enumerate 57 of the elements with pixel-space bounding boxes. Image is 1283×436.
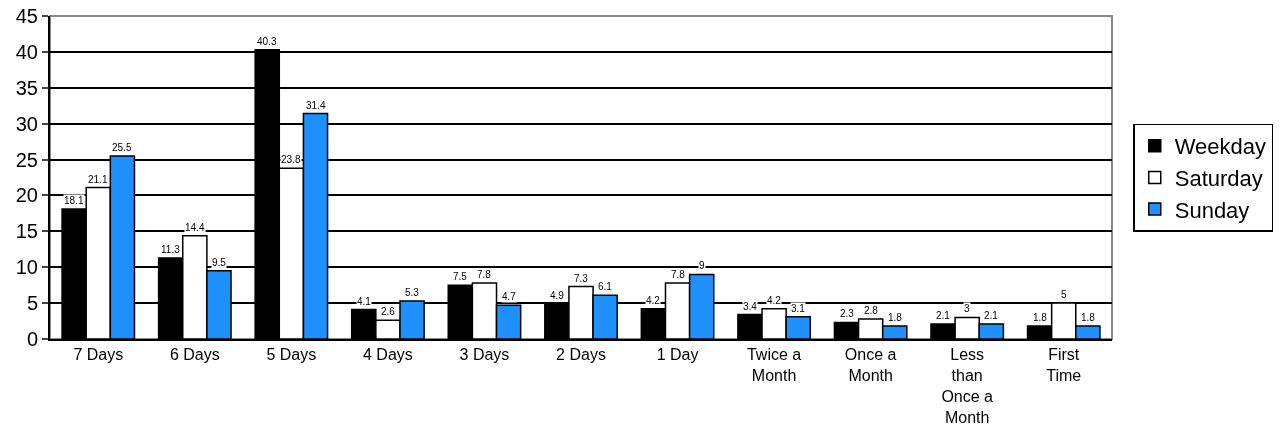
data-label: 3.4	[743, 301, 758, 312]
y-tick-label: 45	[15, 5, 38, 27]
y-tick-label: 10	[15, 256, 38, 279]
data-label: 23.8	[281, 154, 301, 165]
data-label: 4.9	[550, 290, 565, 301]
data-label: 2.1	[936, 310, 951, 321]
y-tick-label: 20	[15, 184, 38, 207]
legend-label: Saturday	[1174, 165, 1263, 191]
x-tick-label: 6 Days	[169, 346, 220, 364]
x-tick-label: 7 Days	[73, 346, 124, 364]
y-tick-label: 5	[26, 292, 38, 315]
y-tick-label: 35	[15, 76, 38, 99]
x-tick-label: 1 Day	[656, 346, 699, 364]
x-tick-label: First Time	[1046, 346, 1082, 384]
data-label: 31.4	[306, 100, 326, 111]
data-label: 7.8	[671, 269, 686, 280]
data-label: 6.1	[598, 281, 613, 292]
data-label: 2.6	[381, 306, 396, 317]
data-label: 1.8	[888, 312, 903, 323]
x-tick-label: 5 Days	[266, 346, 317, 364]
data-label: 9.5	[212, 257, 227, 268]
data-label: 7.5	[453, 271, 468, 282]
data-label: 4.2	[767, 295, 782, 306]
data-label: 18.1	[64, 195, 84, 206]
legend-label: Sunday	[1174, 197, 1250, 223]
x-tick-label: 3 Days	[459, 346, 510, 364]
y-tick-label: 40	[15, 40, 38, 63]
x-tick-label: 4 Days	[363, 346, 413, 364]
legend-label: Weekday	[1174, 134, 1267, 160]
data-label: 14.4	[185, 222, 205, 233]
x-tick-label: Twice a Month	[746, 346, 802, 384]
x-tick-label: Less than Once a Month	[941, 346, 994, 426]
data-label: 2.3	[840, 308, 855, 319]
data-label: 3.1	[791, 303, 806, 314]
data-label: 5	[1061, 289, 1067, 300]
data-label: 25.5	[112, 142, 132, 153]
data-label: 11.3	[161, 244, 181, 255]
data-label: 4.1	[357, 296, 372, 307]
data-label: 3	[964, 303, 970, 314]
x-tick-label: Once a Month	[844, 346, 897, 384]
data-label: 40.3	[257, 36, 277, 47]
data-label: 5.3	[405, 287, 420, 298]
y-tick-label: 15	[15, 220, 38, 243]
y-tick-label: 0	[26, 328, 38, 350]
y-tick-label: 30	[15, 112, 38, 135]
data-label: 7.3	[574, 273, 589, 284]
data-label: 2.1	[984, 310, 999, 321]
data-label: 9	[699, 260, 705, 271]
data-label: 1.8	[1081, 312, 1096, 323]
data-label: 7.8	[477, 269, 492, 280]
y-tick-label: 25	[15, 148, 38, 171]
data-label: 1.8	[1033, 312, 1048, 323]
data-label: 4.2	[646, 295, 661, 306]
data-label: 21.1	[88, 174, 108, 185]
data-label: 2.8	[864, 305, 879, 316]
data-label: 4.7	[502, 291, 517, 302]
x-tick-label: 2 Days	[556, 346, 606, 364]
